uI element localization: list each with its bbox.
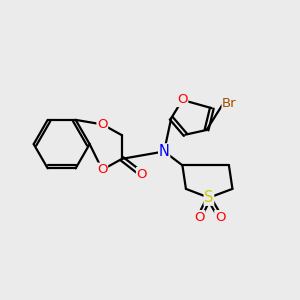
- Text: O: O: [177, 93, 188, 106]
- Text: N: N: [159, 144, 170, 159]
- Text: S: S: [204, 190, 214, 205]
- Text: O: O: [97, 163, 108, 176]
- Text: Br: Br: [222, 97, 237, 110]
- Text: O: O: [215, 211, 225, 224]
- Text: O: O: [97, 118, 108, 131]
- Text: O: O: [194, 211, 205, 224]
- Text: O: O: [136, 168, 147, 181]
